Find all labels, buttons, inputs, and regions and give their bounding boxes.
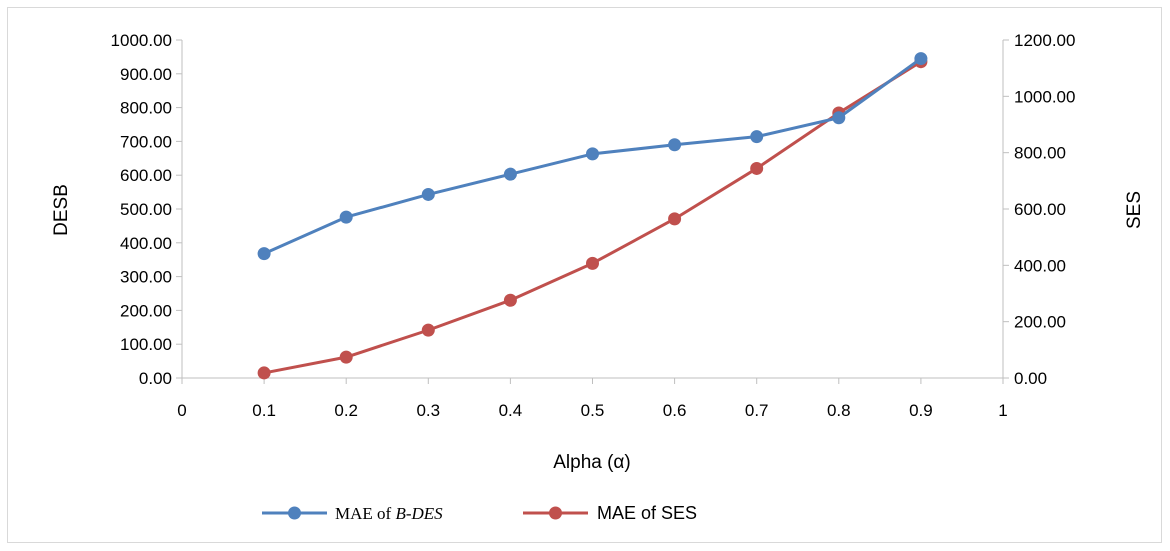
series-layer [257,52,928,380]
legend-marker [288,506,301,520]
x-tick-label: 0.3 [416,401,440,420]
y-left-tick-label: 700.00 [120,132,172,151]
data-point-ses [586,256,599,270]
data-point-b-des [668,138,682,152]
x-tick-label: 0.5 [581,401,605,420]
legend-label: MAE of SES [597,503,697,523]
data-point-b-des [503,167,517,181]
legend-label: MAE of B-DES [335,504,443,523]
y-axis-left-title: DESB [51,184,72,236]
y-left-tick-label: 800.00 [120,99,172,118]
x-tick-label: 0.2 [334,401,358,420]
y-left-tick-label: 100.00 [120,335,172,354]
series-line-ses [263,60,922,375]
y-right-tick-label: 0.00 [1014,369,1047,388]
y-left-tick-label: 400.00 [120,234,172,253]
y-left-tick-label: 0.00 [139,369,172,388]
y-axis-right-title: SES [1124,191,1145,229]
legend-label-prefix: MAE of [335,504,395,523]
data-point-b-des [421,187,435,201]
y-right-tick-label: 200.00 [1014,313,1066,332]
y-left-tick-label: 300.00 [120,268,172,287]
data-point-ses [339,350,353,364]
x-tick-label: 1 [998,401,1007,420]
x-tick-label: 0.7 [745,401,769,420]
data-point-b-des [832,111,846,125]
y-right-tick-label: 400.00 [1014,256,1066,275]
x-tick-label: 0.8 [827,401,851,420]
data-point-b-des [339,210,353,224]
data-point-b-des [914,52,928,66]
data-point-b-des [586,147,599,161]
y-left-tick-label: 600.00 [120,166,172,185]
y-right-tick-label: 1000.00 [1014,87,1075,106]
y-left-tick-label: 500.00 [120,200,172,219]
data-point-ses [750,161,764,175]
legend-marker [549,506,562,520]
data-point-ses [503,293,517,307]
y-left-tick-label: 900.00 [120,65,172,84]
axes [176,39,1009,384]
y-right-tick-label: 1200.00 [1014,31,1075,50]
legend: MAE of B-DES MAE of SES [262,503,697,523]
chart-frame [7,7,1162,543]
x-tick-label: 0.4 [499,401,523,420]
legend-item-ses: MAE of SES [523,503,697,523]
legend-item-b-des: MAE of B-DES [262,504,443,523]
data-point-ses [421,323,435,337]
x-tick-label: 0.9 [909,401,933,420]
y-right-tick-label: 600.00 [1014,200,1066,219]
data-point-ses [668,212,682,226]
x-tick-label: 0.1 [252,401,276,420]
ticks-layer: 0.00100.00200.00300.00400.00500.00600.00… [111,31,1076,420]
data-point-ses [257,366,271,380]
y-left-tick-label: 200.00 [120,301,172,320]
x-axis-title: Alpha (α) [553,452,631,473]
x-tick-label: 0 [177,401,186,420]
y-right-tick-label: 800.00 [1014,144,1066,163]
y-left-tick-label: 1000.00 [111,31,172,50]
x-tick-label: 0.6 [663,401,687,420]
data-point-b-des [257,247,271,261]
data-point-b-des [750,130,764,144]
legend-label-italic: B-DES [395,504,443,523]
